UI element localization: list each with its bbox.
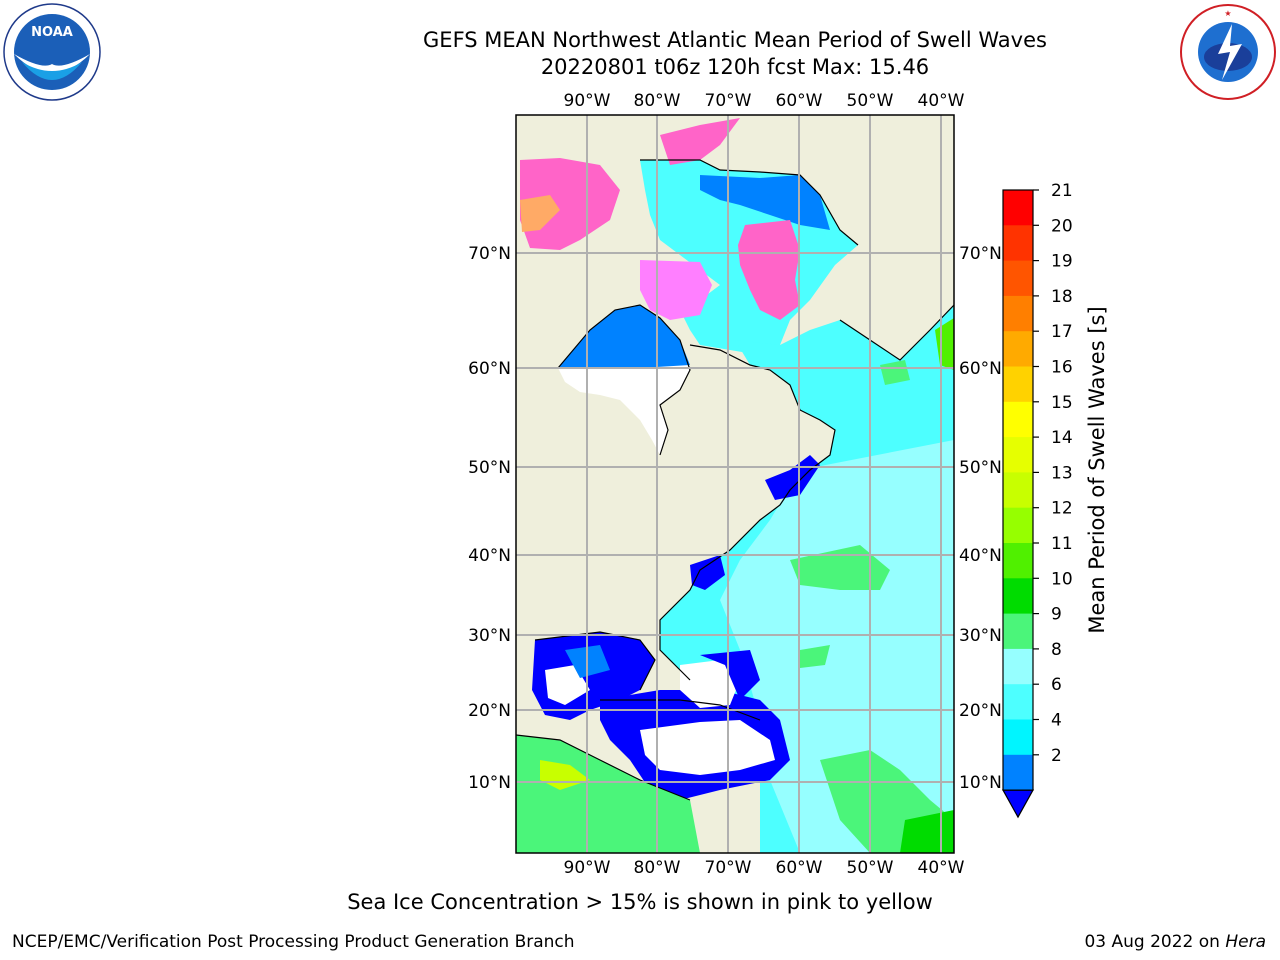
lat-label: 30°N xyxy=(468,626,511,646)
colorbar-tick-label: 16 xyxy=(1051,358,1073,378)
colorbar-segment xyxy=(1003,507,1033,544)
colorbar-segment xyxy=(1003,472,1033,509)
lon-label: 40°W xyxy=(918,91,965,111)
lat-label: 20°N xyxy=(959,701,1002,721)
colorbar-tick-label: 11 xyxy=(1051,534,1073,554)
lat-labels-right: 70°N 60°N 50°N 40°N 30°N 20°N 10°N xyxy=(959,244,1002,793)
lat-label: 20°N xyxy=(468,701,511,721)
lon-label: 90°W xyxy=(564,91,611,111)
lon-label: 90°W xyxy=(564,858,611,878)
noaa-logo-text: NOAA xyxy=(31,25,73,40)
colorbar: 21 20 19 18 17 16 15 14 13 12 11 10 9 8 6 4 2 xyxy=(1001,181,1073,819)
bahamas-blue xyxy=(700,650,760,700)
lon-label: 70°W xyxy=(705,91,752,111)
green-patch-mid xyxy=(800,645,830,668)
arctic-blue-patch xyxy=(700,175,830,230)
bahamas-white xyxy=(680,660,740,708)
lat-label: 60°N xyxy=(959,359,1002,379)
sea-ice-pink xyxy=(738,220,800,320)
lat-label: 70°N xyxy=(468,244,511,264)
sea-ice-west xyxy=(520,158,620,250)
sea-ice-orange xyxy=(520,195,560,232)
colorbar-tick-label: 18 xyxy=(1051,287,1073,307)
colorbar-segment xyxy=(1003,190,1033,226)
colorbar-tick-label: 2 xyxy=(1051,746,1062,766)
colorbar-segment xyxy=(1003,295,1033,332)
colorbar-tick-label: 12 xyxy=(1051,499,1073,519)
greenland-green xyxy=(880,360,910,385)
lat-label: 10°N xyxy=(959,773,1002,793)
machine-name: Hera xyxy=(1225,932,1266,952)
lon-labels-top: 90°W 80°W 70°W 60°W 50°W 40°W xyxy=(564,91,965,111)
colorbar-frame xyxy=(1002,189,1034,791)
colorbar-tick-label: 20 xyxy=(1051,216,1073,236)
colorbar-tick-label: 9 xyxy=(1051,605,1062,625)
colorbar-tick-label: 13 xyxy=(1051,463,1073,483)
lon-label: 80°W xyxy=(634,91,681,111)
colorbar-tick-label: 17 xyxy=(1051,322,1073,342)
colorbar-segment xyxy=(1003,754,1033,791)
colorbar-segment xyxy=(1003,331,1033,367)
colorbar-segment xyxy=(1003,613,1033,650)
lat-labels-left: 70°N 60°N 50°N 40°N 30°N 20°N 10°N xyxy=(468,244,511,793)
lat-label: 10°N xyxy=(468,773,511,793)
map-canvas xyxy=(516,115,954,853)
lon-label: 40°W xyxy=(918,858,965,878)
lon-label: 70°W xyxy=(705,858,752,878)
colorbar-segment xyxy=(1003,366,1033,403)
date-text: 03 Aug 2022 on xyxy=(1084,932,1220,952)
colorbar-tick-label: 21 xyxy=(1051,181,1073,201)
noaa-logo: NOAA xyxy=(3,3,101,101)
sea-ice-note: Sea Ice Concentration > 15% is shown in … xyxy=(347,890,933,914)
colorbar-tick-label: 14 xyxy=(1051,428,1073,448)
caribbean-white xyxy=(640,720,775,775)
colorbar-segment xyxy=(1003,648,1033,685)
green-patch-central xyxy=(790,545,890,590)
colorbar-segment xyxy=(1003,684,1033,720)
gulf-of-maine xyxy=(690,555,725,590)
nws-logo: ★ xyxy=(1180,4,1276,100)
colorbar-segment xyxy=(1003,543,1033,579)
date-line: 03 Aug 2022 on Hera xyxy=(1084,932,1266,952)
colorbar-segment xyxy=(1003,260,1033,297)
credit-line: NCEP/EMC/Verification Post Processing Pr… xyxy=(12,932,575,952)
lon-label: 80°W xyxy=(634,858,681,878)
colorbar-title: Mean Period of Swell Waves [s] xyxy=(1085,306,1109,634)
lat-label: 50°N xyxy=(959,458,1002,478)
colorbar-segment xyxy=(1003,401,1033,438)
map-title: GEFS MEAN Northwest Atlantic Mean Period… xyxy=(423,28,1047,52)
lat-label: 30°N xyxy=(959,626,1002,646)
colorbar-tick-label: 10 xyxy=(1051,569,1073,589)
colorbar-tick-label: 15 xyxy=(1051,393,1073,413)
lat-label: 60°N xyxy=(468,359,511,379)
lon-label: 50°W xyxy=(847,91,894,111)
colorbar-tick-label: 19 xyxy=(1051,252,1073,272)
colorbar-segment xyxy=(1003,225,1033,262)
lat-label: 40°N xyxy=(959,546,1002,566)
lon-labels-bottom: 90°W 80°W 70°W 60°W 50°W 40°W xyxy=(564,858,965,878)
lon-label: 60°W xyxy=(776,858,823,878)
colorbar-tick-label: 4 xyxy=(1051,711,1062,731)
lon-label: 60°W xyxy=(776,91,823,111)
graticule xyxy=(516,115,954,853)
colorbar-tick-label: 6 xyxy=(1051,675,1062,695)
lat-label: 40°N xyxy=(468,546,511,566)
lon-label: 50°W xyxy=(847,858,894,878)
colorbar-extend-arrow xyxy=(1001,789,1035,819)
colorbar-segment xyxy=(1003,578,1033,615)
sea-ice-north xyxy=(660,118,740,165)
colorbar-tick-label: 8 xyxy=(1051,640,1062,660)
svg-text:★: ★ xyxy=(1224,9,1231,18)
lat-label: 50°N xyxy=(468,458,511,478)
colorbar-segment xyxy=(1003,437,1033,473)
colorbar-segment xyxy=(1003,719,1033,756)
map-subtitle: 20220801 t06z 120h fcst Max: 15.46 xyxy=(540,55,930,79)
greenland-green-top xyxy=(935,318,954,370)
map-frame xyxy=(515,114,955,854)
lat-label: 70°N xyxy=(959,244,1002,264)
